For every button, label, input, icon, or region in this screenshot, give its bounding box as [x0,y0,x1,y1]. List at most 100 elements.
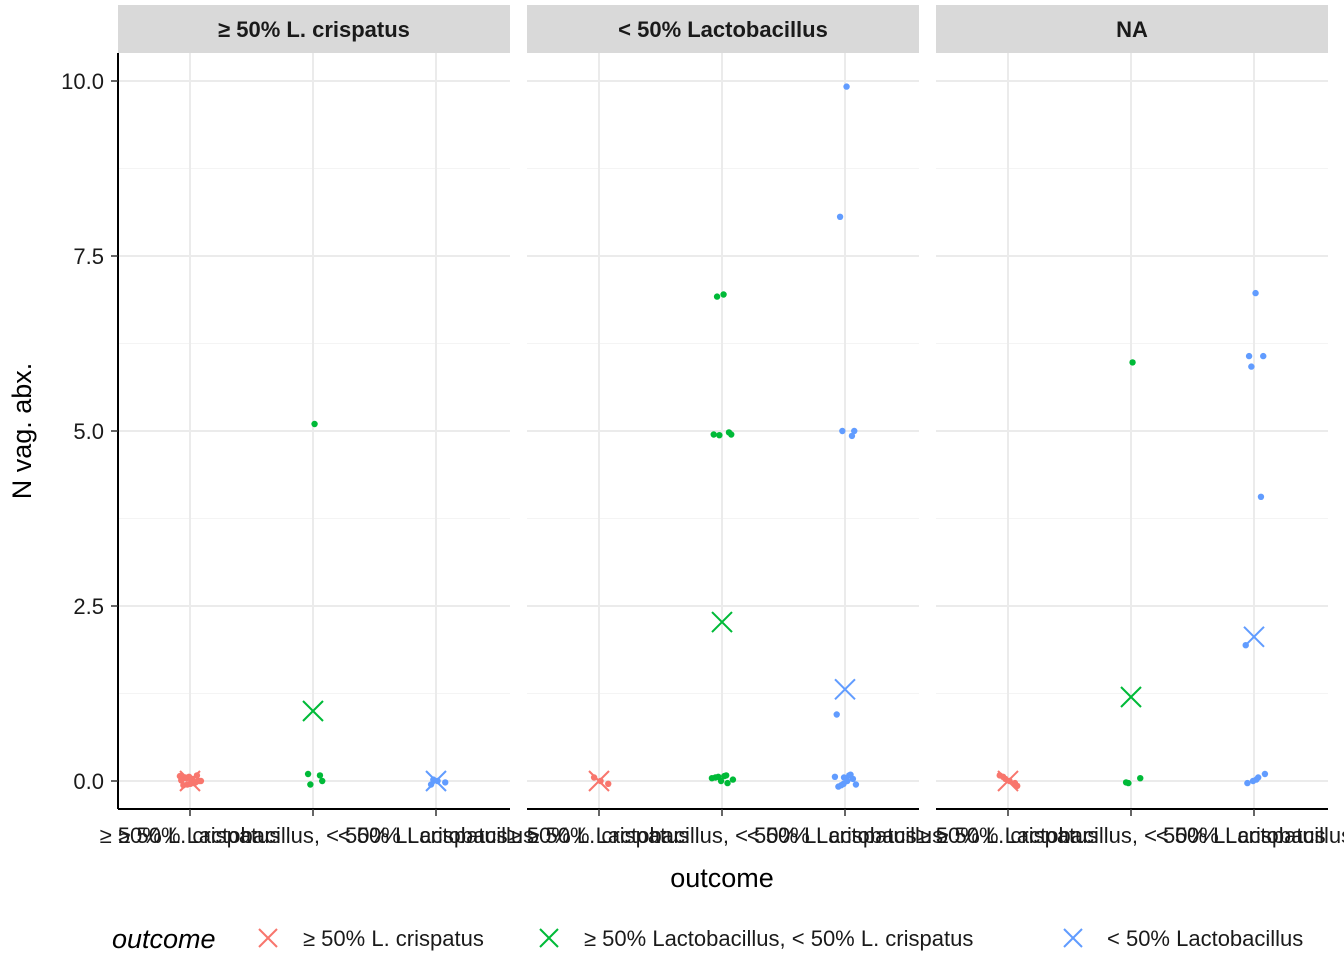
mean-marker [711,611,733,633]
y-tick-label: 0.0 [73,769,104,794]
data-point [1129,359,1136,366]
legend-label: ≥ 50% L. crispatus [303,926,484,951]
data-point [311,420,318,428]
data-point [710,431,717,438]
facet-strip [936,5,1328,53]
data-point [833,711,840,718]
data-point [848,432,856,440]
legend: outcome ≥ 50% L. crispatus ≥ 50% Lactobaci… [112,924,1303,954]
facet-strip-label: NA [1116,17,1148,42]
x-tick-label: ≥ 50% L. crispatus [918,823,1099,848]
data-point [725,429,733,436]
legend-label: < 50% Lactobacillus [1107,926,1303,951]
x-tick-label: ≥ 50% L. crispatus [509,823,690,848]
x-axis-title: outcome [670,863,774,893]
mean-marker [1243,626,1265,648]
data-point [1245,352,1253,360]
data-point [194,777,202,785]
data-point [849,775,857,783]
facet-panel-2: < 50% Lactobacillus ≥ 50% L. crispatus≥ 5… [509,5,943,848]
data-point [1257,493,1265,500]
data-point [319,777,326,785]
y-axis-title: N vag. abx. [7,363,37,500]
data-point [316,772,324,779]
data-point [729,776,737,783]
data-point [715,773,722,780]
data-point [836,213,844,220]
mean-marker-stroke [588,770,610,792]
y-tick-label: 2.5 [73,594,104,619]
data-point [1137,775,1144,782]
y-tick-label: 7.5 [73,244,104,269]
x-tick-label: ≥ 50% Lactobacillus, < 50% L. crispatus [118,823,507,848]
data-point [1261,770,1269,778]
mean-marker [302,700,324,722]
data-point [307,781,314,788]
legend-item: ≥ 50% L. crispatus [258,926,484,951]
mean-marker-stroke [711,611,733,633]
data-point [442,779,449,786]
legend-key-icon [1063,928,1083,948]
data-point [839,427,846,435]
mean-marker-stroke [834,678,856,701]
facet-strip-label: ≥ 50% L. crispatus [218,17,410,42]
y-tick-label: 10.0 [61,69,104,94]
legend-label: ≥ 50% Lactobacillus, < 50% L. crispatus [584,926,973,951]
data-point [843,83,850,90]
x-tick-label: < 50% Lactobacillus [747,823,943,848]
data-point [1260,352,1267,360]
data-point [590,774,598,781]
data-point [851,427,858,435]
data-point [721,772,728,780]
x-tick-label: ≥ 50% Lactobacillus, < 50% L. crispatus [527,823,916,848]
mean-marker-stroke [997,770,1019,792]
facet-panel-1: ≥ 50% L. crispatus≥ 50% L. crispatus≥ 50… [100,5,534,848]
x-tick-label: ≥ 50% L. crispatus [100,823,281,848]
legend-title: outcome [112,924,216,954]
legend-item: ≥ 50% Lactobacillus, < 50% L. crispatus [539,926,973,951]
legend-key-icon [258,928,278,948]
mean-marker [425,770,447,792]
mean-marker [834,678,856,701]
x-tick-label: < 50% Lactobacillus [338,823,534,848]
y-tick-label: 5.0 [73,419,104,444]
data-point [716,432,723,439]
data-point [831,773,839,780]
mean-marker [1120,686,1142,708]
facet-strip-label: < 50% Lactobacillus [618,17,828,42]
data-point [852,781,860,788]
data-point [304,770,312,778]
x-tick-label: < 50% Lactobacillus [1156,823,1344,848]
x-tick-label: ≥ 50% Lactobacillus, < 50% L. crispatus [936,823,1325,848]
data-point [840,780,847,787]
data-point [1244,779,1251,787]
mean-marker [179,770,201,792]
mean-marker [588,770,610,792]
data-point [427,781,435,788]
data-point [1248,363,1255,370]
facet-strip [118,5,510,53]
data-point [713,293,721,300]
facet-strip [527,5,919,53]
data-point [708,775,716,782]
facet-panel-3: NA ≥ 50% L. crispatus≥ 50% Lactobacillus,… [918,5,1344,848]
mean-marker [997,770,1019,792]
mean-marker-stroke [179,770,201,792]
data-point [1252,289,1259,297]
data-point [605,780,612,787]
data-point [597,777,604,785]
mean-marker-stroke [1120,686,1142,708]
data-point [178,777,185,784]
legend-key-icon [539,928,559,948]
mean-marker-stroke [302,700,324,722]
legend-item: < 50% Lactobacillus [1063,926,1303,951]
data-point [1253,776,1260,783]
data-point [724,779,731,787]
mean-marker-stroke [1243,626,1265,648]
data-point [1125,779,1132,787]
mean-marker-stroke [425,770,447,792]
data-point [1011,779,1019,787]
data-point [720,291,727,298]
